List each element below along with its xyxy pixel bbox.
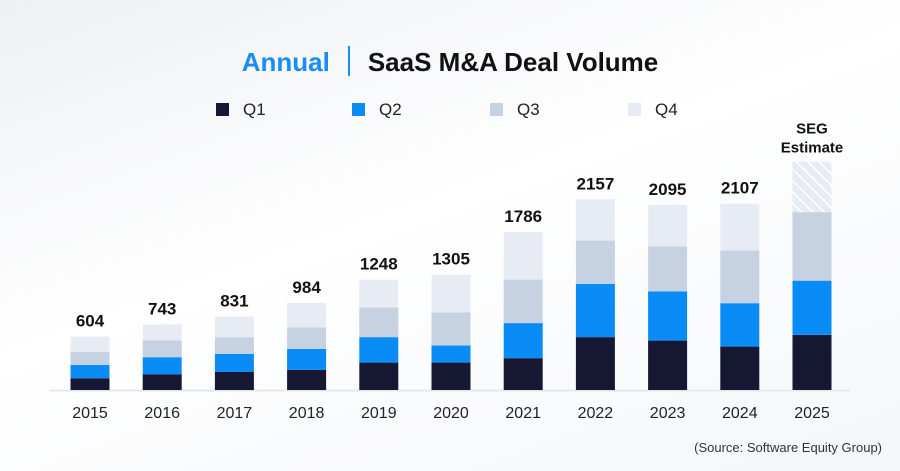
bar-2024-q4 (720, 203, 760, 251)
bar-2020-q2 (431, 345, 471, 363)
x-tick-label: 2017 (217, 405, 253, 422)
bar-2023-q1 (648, 340, 688, 390)
estimate-label: Estimate (781, 140, 844, 157)
total-label: 1248 (360, 255, 398, 274)
x-tick-label: 2022 (578, 405, 614, 422)
x-tick-label: 2025 (794, 405, 830, 422)
bar-2017-q4 (214, 316, 254, 338)
legend-swatch-q4 (628, 103, 641, 116)
bar-2021-q4 (503, 232, 543, 280)
bar-2025-q4 (792, 161, 832, 213)
legend-swatch-q1 (216, 103, 229, 116)
x-tick-label: 2021 (505, 405, 541, 422)
bar-2016-q3 (142, 340, 182, 358)
legend-label-q4: Q4 (655, 100, 678, 119)
bar-2015-q3 (70, 351, 110, 365)
legend-swatch-q2 (352, 103, 365, 116)
x-tick-label: 2023 (650, 405, 686, 422)
bar-2019-q4 (359, 279, 399, 308)
x-tick-label: 2018 (289, 405, 325, 422)
legend-item-q2: Q2 (352, 100, 402, 120)
bar-2025-q1 (792, 334, 832, 390)
total-label: 831 (220, 292, 248, 311)
bar-2022-q4 (575, 199, 615, 241)
title-main: SaaS M&A Deal Volume (367, 47, 659, 77)
bar-2018-q1 (287, 369, 327, 390)
total-label: 1786 (504, 207, 542, 226)
bar-2019-q2 (359, 337, 399, 363)
bar-2022-q1 (575, 337, 615, 390)
source-note: (Source: Software Equity Group) (694, 440, 882, 455)
bar-2022-q2 (575, 284, 615, 338)
x-tick-label: 2015 (72, 405, 108, 422)
bar-2015-q4 (70, 336, 110, 352)
legend-label-q2: Q2 (379, 100, 402, 119)
bar-2016-q1 (142, 374, 182, 390)
total-label: 2157 (576, 174, 614, 193)
bar-2019-q1 (359, 362, 399, 390)
legend-label-q3: Q3 (517, 100, 540, 119)
total-label: 2095 (649, 180, 687, 199)
bar-2022-q3 (575, 240, 615, 285)
title-accent: Annual (241, 47, 330, 77)
bar-2016-q4 (142, 324, 182, 341)
bar-2018-q4 (287, 303, 327, 328)
title-divider (347, 46, 350, 76)
legend-item-q3: Q3 (490, 100, 540, 120)
bar-2021-q3 (503, 279, 543, 324)
bar-2024-q3 (720, 250, 760, 304)
x-tick-label: 2020 (433, 405, 469, 422)
bar-2025-q2 (792, 280, 832, 335)
legend-label-q1: Q1 (243, 100, 266, 119)
bar-2018-q3 (287, 327, 327, 349)
bar-2019-q3 (359, 307, 399, 338)
bar-2015-q2 (70, 364, 110, 379)
bar-2025-q3 (792, 212, 832, 281)
chart-title: Annual SaaS M&A Deal Volume (0, 46, 900, 78)
bar-2023-q2 (648, 291, 688, 341)
bar-2020-q3 (431, 312, 471, 346)
bar-2017-q2 (214, 353, 254, 372)
bar-2018-q2 (287, 348, 327, 370)
total-label: 984 (292, 278, 321, 297)
bar-2020-q1 (431, 362, 471, 390)
bar-2023-q3 (648, 246, 688, 292)
legend-item-q4: Q4 (628, 100, 678, 120)
legend-item-q1: Q1 (216, 100, 266, 120)
legend-swatch-q3 (490, 103, 503, 116)
x-tick-label: 2024 (722, 405, 758, 422)
estimate-label: SEG (796, 121, 828, 138)
bar-2017-q3 (214, 337, 254, 354)
bar-2020-q4 (431, 274, 471, 313)
bar-2023-q4 (648, 204, 688, 247)
bar-2024-q1 (720, 346, 760, 390)
bar-2021-q2 (503, 323, 543, 359)
x-tick-label: 2019 (361, 405, 397, 422)
bar-2015-q1 (70, 378, 110, 390)
total-label: 604 (76, 312, 105, 331)
bar-2021-q1 (503, 358, 543, 390)
bar-2017-q1 (214, 371, 254, 390)
total-label: 743 (148, 299, 176, 318)
bar-2024-q2 (720, 303, 760, 347)
x-tick-label: 2016 (144, 405, 180, 422)
bar-2016-q2 (142, 357, 182, 375)
total-label: 2107 (721, 179, 759, 198)
total-label: 1305 (432, 250, 470, 269)
